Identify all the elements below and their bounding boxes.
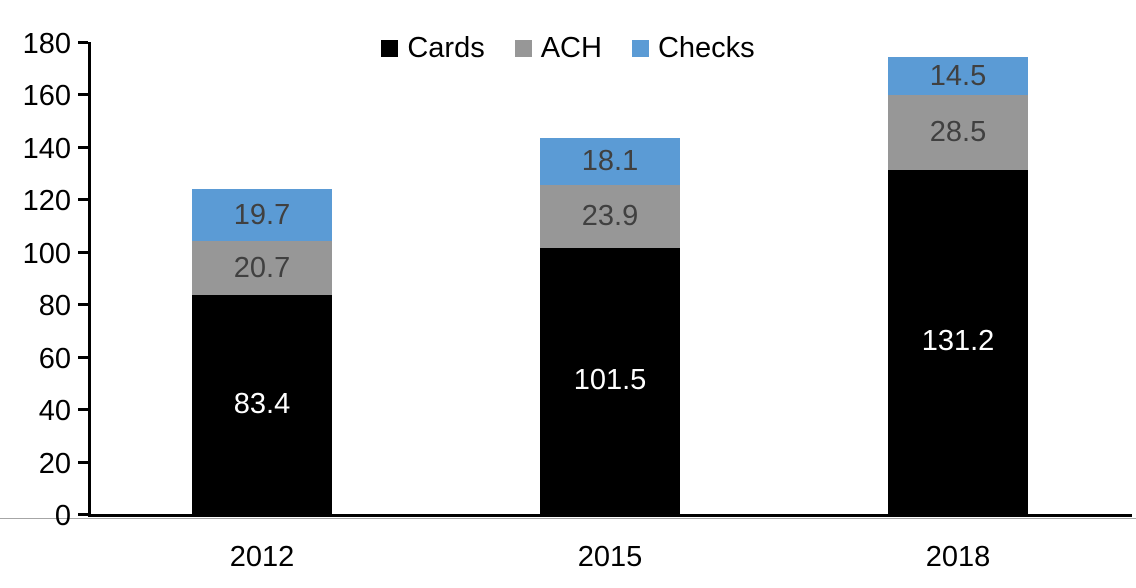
y-axis-tick	[78, 198, 88, 202]
y-axis-tick-label: 100	[22, 237, 71, 270]
y-axis-tick-label: 120	[22, 185, 71, 218]
y-axis-tick	[78, 303, 88, 307]
legend-label: Checks	[657, 32, 755, 64]
y-axis-tick-label: 60	[38, 342, 71, 375]
y-axis-line	[88, 42, 91, 517]
bar-segment-ach-2015: 23.9	[540, 185, 680, 248]
bar-segment-checks-2015: 18.1	[540, 137, 680, 186]
bar-value-label: 19.7	[233, 198, 291, 231]
bar-segment-checks-2012: 19.7	[192, 189, 332, 242]
bar-segment-cards-2012: 83.4	[192, 295, 332, 514]
y-axis-tick	[78, 513, 88, 516]
y-axis-tick	[78, 41, 88, 44]
legend-swatch-icon	[381, 40, 399, 57]
bar-value-label: 28.5	[929, 116, 987, 149]
legend-label: Cards	[407, 32, 485, 64]
x-axis-category-label: 2015	[577, 541, 643, 573]
legend-item-ach: ACH	[514, 32, 602, 64]
bar-segment-cards-2015: 101.5	[540, 247, 680, 514]
y-axis-tick	[78, 460, 88, 464]
bar-value-label: 131.2	[921, 325, 995, 358]
y-axis-tick-label: 80	[38, 290, 71, 323]
bar-value-label: 20.7	[233, 251, 291, 284]
legend-swatch-icon	[514, 40, 532, 57]
x-axis-line	[88, 514, 1132, 517]
bar-value-label: 14.5	[929, 59, 987, 92]
y-axis-tick	[78, 355, 88, 359]
y-axis-tick-label: 160	[22, 80, 71, 113]
baseline-gray-line	[0, 518, 1136, 519]
x-axis-category-label: 2012	[229, 541, 295, 573]
bar-value-label: 101.5	[573, 364, 647, 397]
bar-value-label: 23.9	[581, 200, 639, 232]
y-axis-tick-label: 180	[22, 28, 71, 60]
y-axis-tick	[78, 250, 88, 254]
y-axis-tick-label: 40	[38, 395, 71, 428]
chart-legend: Cards ACH Checks	[0, 34, 1136, 63]
y-axis-tick	[78, 145, 88, 149]
legend-item-cards: Cards	[381, 32, 485, 64]
y-axis-tick-label: 140	[22, 132, 71, 165]
legend-label: ACH	[540, 32, 602, 64]
legend-swatch-icon	[631, 40, 649, 57]
y-axis-tick-label: 0	[54, 500, 71, 532]
x-axis-category-label: 2018	[925, 541, 991, 573]
y-axis-tick-label: 20	[38, 447, 71, 480]
bar-segment-ach-2012: 20.7	[192, 241, 332, 296]
legend-item-checks: Checks	[631, 32, 755, 64]
bar-value-label: 18.1	[581, 144, 639, 177]
bar-segment-checks-2018: 14.5	[888, 57, 1028, 96]
bar-segment-ach-2018: 28.5	[888, 95, 1028, 170]
y-axis-tick	[78, 93, 88, 97]
bar-value-label: 83.4	[233, 388, 291, 421]
y-axis-tick	[78, 408, 88, 412]
bar-segment-cards-2018: 131.2	[888, 169, 1028, 514]
